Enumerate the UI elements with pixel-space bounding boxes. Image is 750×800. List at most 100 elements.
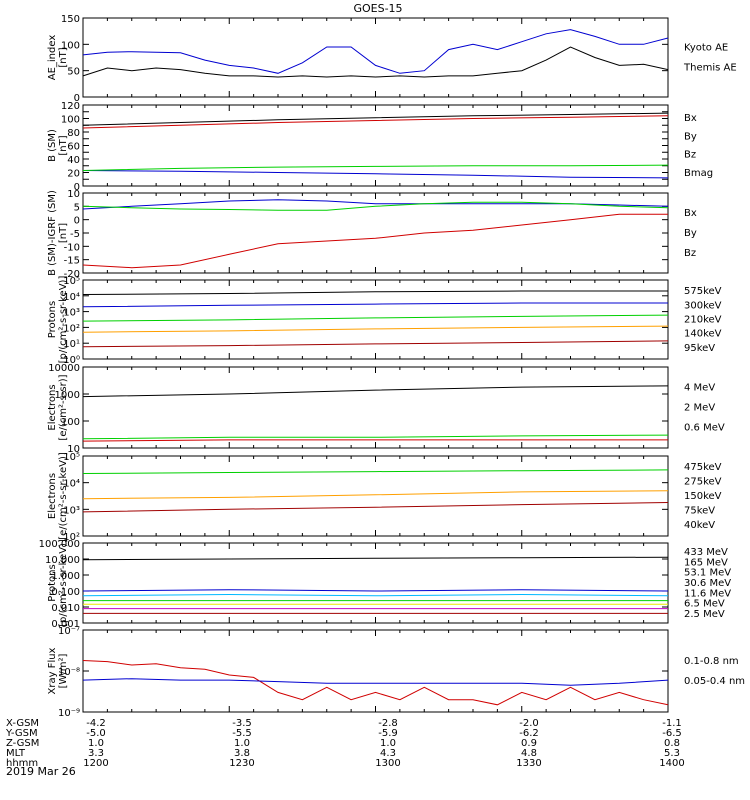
- legend-entry: 300keV: [684, 300, 722, 311]
- ephemeris-value: -6.5: [662, 728, 682, 739]
- panel-frame: [82, 542, 669, 624]
- y-axis-label: [nT]: [58, 47, 69, 67]
- y-axis-label: [p/(cm²-s-sr-keV)]: [58, 539, 69, 627]
- legend-entry: Kyoto AE: [684, 43, 728, 54]
- y-tick-label: 100: [61, 40, 80, 51]
- y-axis-label: Protons: [47, 301, 58, 338]
- panel-electrons_kev: 10² 10³ 10⁴ 10⁵ Electrons [e/(cm²-s-sr-keV)] 4…: [47, 452, 722, 543]
- ephemeris-value: -5.9: [378, 728, 398, 739]
- y-tick-label: 50: [67, 67, 80, 78]
- series-line-by: [82, 201, 669, 211]
- y-tick-label: -20: [64, 269, 80, 280]
- y-tick-label: 60: [67, 142, 80, 153]
- legend-entry: 11.6 MeV: [684, 588, 731, 599]
- legend-entry: 2.5 MeV: [684, 609, 725, 620]
- ephemeris-value: 1300: [375, 758, 400, 769]
- panel-electrons_mev: 10 100 1000 10000 Electrons [e/(cm²-s-sr)] 4 M…: [47, 363, 725, 455]
- panel-frame: [82, 629, 669, 713]
- panel-protons_low: 10⁰ 10¹ 10² 10³ 10⁴ 10⁵ Protons [p/(cm²-s-sr-ke…: [47, 276, 722, 366]
- legend-entry: 575keV: [684, 286, 722, 297]
- y-tick-label: 10: [67, 189, 80, 200]
- series-line-210kev: [82, 314, 669, 322]
- legend-entry: 275keV: [684, 477, 722, 488]
- legend-entry: Themis AE: [683, 63, 737, 74]
- y-tick-label: -5: [70, 229, 80, 240]
- legend-entry: 0.6 MeV: [684, 423, 725, 434]
- ephemeris-value: 4.8: [521, 748, 537, 759]
- y-tick-label: 10²: [63, 323, 80, 334]
- series-line-150kev: [82, 502, 669, 513]
- series-line-30-6-mev: [82, 593, 669, 597]
- ephemeris-row-label: Y-GSM: [5, 728, 38, 739]
- ephemeris-value: -3.5: [232, 718, 252, 729]
- ephemeris-value: 4.3: [380, 748, 396, 759]
- plot-title: GOES-15: [353, 2, 402, 15]
- series-line-bz: [82, 115, 669, 129]
- y-axis-label: Protons: [47, 564, 58, 601]
- y-tick-label: 10: [67, 444, 80, 455]
- y-tick-label: 0.001: [51, 619, 80, 630]
- y-tick-label: 1000: [55, 390, 80, 401]
- legend-entry: By: [684, 228, 697, 239]
- legend-entry: 0.05-0.4 nm: [684, 676, 745, 687]
- y-axis-label: Xray Flux: [47, 647, 58, 694]
- series-line-4-mev: [82, 439, 668, 442]
- y-tick-label: 0: [74, 93, 80, 104]
- y-tick-label: 0: [74, 182, 80, 193]
- y-tick-label: 1.000: [51, 571, 80, 582]
- ephemeris-value: 5.3: [664, 748, 680, 759]
- legend-entry: Bmag: [684, 168, 713, 179]
- y-tick-label: 0: [74, 216, 80, 227]
- y-axis-label: B (SM)-IGRF (SM): [47, 190, 58, 276]
- legend-entry: By: [684, 131, 697, 142]
- y-tick-label: 100.000: [39, 539, 80, 550]
- ephemeris-value: -5.5: [232, 728, 252, 739]
- ephemeris-row-label: Z-GSM: [6, 738, 39, 749]
- series-line-by: [82, 164, 669, 171]
- y-tick-label: 40: [67, 155, 80, 166]
- series-line-95kev: [82, 340, 669, 348]
- y-axis-label: [e/(cm²-s-sr-keV)]: [58, 452, 69, 540]
- y-tick-label: 10⁵: [63, 276, 80, 287]
- y-tick-label: 10¹: [63, 339, 80, 350]
- series-line-themis-ae: [82, 46, 669, 78]
- y-tick-label: 10000: [48, 363, 80, 374]
- series-line-300kev: [82, 302, 668, 308]
- ephemeris-value: 1.0: [234, 738, 250, 749]
- ephemeris-value: 1200: [83, 758, 108, 769]
- ephemeris-row-label: MLT: [6, 748, 26, 759]
- ephemeris-row-label: X-GSM: [6, 718, 39, 729]
- series-line-bmag: [82, 112, 669, 126]
- ephemeris-value: 0.9: [521, 738, 537, 749]
- legend-entry: 165 MeV: [684, 557, 728, 568]
- y-tick-label: 20: [67, 169, 80, 180]
- panel-protons_mev: 0.001 0.010 0.100 1.000 10.000 100.000 Protons…: [39, 539, 732, 630]
- y-axis-label: AE_index: [47, 35, 58, 81]
- date-label: 2019 Mar 26: [6, 765, 76, 778]
- series-line-11-6-mev: [82, 589, 669, 592]
- legend-entry: 75keV: [684, 505, 715, 516]
- y-axis-label: [nT]: [58, 223, 69, 243]
- ephemeris-value: -1.1: [662, 718, 682, 729]
- ephemeris-value: -4.2: [86, 718, 106, 729]
- panel-bsm: 0 20 40 60 80 100 120 B (SM) [nT] Bx By Bz Bmag: [47, 101, 713, 193]
- legend-entry: 2 MeV: [684, 403, 715, 414]
- ephemeris-value: 0.8: [664, 738, 680, 749]
- series-line-40kev: [82, 469, 669, 474]
- y-tick-label: 10⁻⁸: [58, 667, 80, 678]
- legend-entry: 53.1 MeV: [684, 568, 731, 579]
- series-line-2-mev: [82, 434, 669, 440]
- y-tick-label: -15: [64, 256, 80, 267]
- legend-entry: 150keV: [684, 491, 722, 502]
- panel-frame: [82, 192, 669, 274]
- legend-entry: 433 MeV: [684, 547, 728, 558]
- y-tick-label: 10⁻⁷: [58, 626, 80, 637]
- y-axis-label: [p/(cm²-s-sr-keV)]: [58, 276, 69, 364]
- legend-entry: Bx: [684, 208, 697, 219]
- y-axis-label: [e/(cm²-s-sr)]: [58, 374, 69, 440]
- y-axis-label: [nT]: [58, 135, 69, 155]
- panel-frame: [82, 17, 669, 98]
- ephemeris-value: -2.8: [378, 718, 398, 729]
